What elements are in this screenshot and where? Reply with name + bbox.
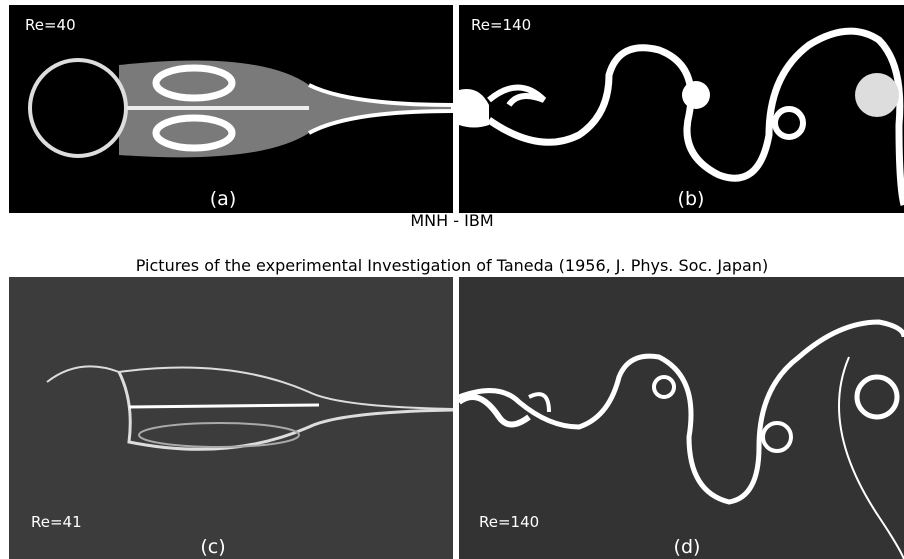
source-label: MNH - IBM xyxy=(0,211,904,230)
panel-a: Re=40 (a) xyxy=(9,5,453,213)
reynolds-label: Re=140 xyxy=(479,513,539,531)
figure: Re=40 (a) Re=140 (b) MNH - IBM Pictures … xyxy=(0,0,904,559)
reynolds-label: Re=140 xyxy=(471,16,531,34)
panel-label: (d) xyxy=(674,536,701,558)
panel-c: Re=41 (c) xyxy=(9,277,453,559)
panel-label: (a) xyxy=(210,188,236,210)
caption: Pictures of the experimental Investigati… xyxy=(0,256,904,275)
panel-d: Re=140 (d) xyxy=(459,277,904,559)
panel-label: (b) xyxy=(678,188,705,210)
panel-label: (c) xyxy=(200,536,225,558)
reynolds-label: Re=40 xyxy=(25,16,76,34)
panel-b: Re=140 (b) xyxy=(459,5,904,213)
reynolds-label: Re=41 xyxy=(31,513,82,531)
